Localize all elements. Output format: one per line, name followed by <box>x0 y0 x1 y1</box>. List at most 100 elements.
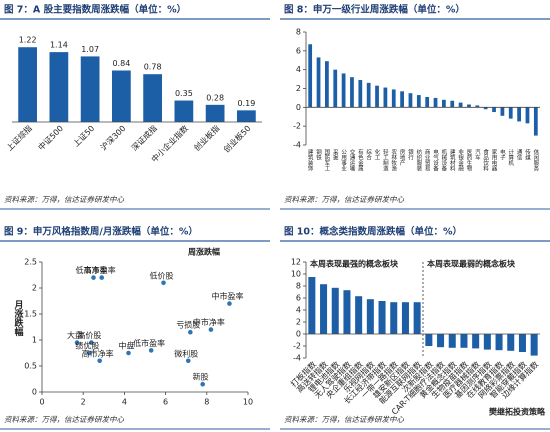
source-note: 资料来源：万得，信达证券研发中心 <box>4 415 124 424</box>
point-label: 低价股 <box>150 270 174 280</box>
annotation: 本周表现最强的概念板块 <box>309 259 399 269</box>
source-note: 资料来源：万得，信达证券研发中心 <box>284 415 404 424</box>
bar <box>320 284 328 334</box>
x-tick-label: 采掘 <box>332 148 339 162</box>
watermark: 樊继拓投资策略 <box>489 407 546 417</box>
x-tick-label: 家用电器 <box>491 148 498 173</box>
point <box>89 340 94 345</box>
bar <box>450 100 455 108</box>
bar <box>308 277 316 334</box>
y-tick-label: 4 <box>296 65 301 74</box>
bar <box>460 334 468 348</box>
bar <box>80 56 100 123</box>
y-tick-label: 1 <box>32 336 37 345</box>
bar <box>112 70 131 122</box>
bar <box>325 61 329 108</box>
value-label: 1.07 <box>81 45 99 54</box>
point <box>97 358 102 364</box>
point <box>148 348 154 353</box>
bar <box>18 47 37 122</box>
bar <box>530 334 538 356</box>
point <box>185 358 191 364</box>
bar <box>533 107 538 136</box>
bar <box>383 87 388 108</box>
point <box>74 340 80 345</box>
bar <box>437 334 445 348</box>
point-label: 高市盈率 <box>84 265 116 275</box>
point <box>87 350 92 356</box>
value-label: 0.35 <box>175 89 193 98</box>
point <box>188 329 193 335</box>
bar <box>333 69 338 108</box>
x-tick-label: 沪深300 <box>98 123 127 152</box>
bar <box>331 287 339 334</box>
x-tick-label: 建筑装饰 <box>307 148 314 173</box>
y-tick-label: 2 <box>32 284 37 293</box>
x-tick-label: 食品饮料 <box>482 148 489 173</box>
y-axis-title: 月涨跌幅 <box>13 300 25 337</box>
bar <box>425 96 430 108</box>
x-tick-label: 机械设备 <box>440 148 447 173</box>
source-note: 资料来源：万得，信达证券研发中心 <box>4 195 124 204</box>
value-label: 1.22 <box>19 36 37 45</box>
point-label: 绩优股 <box>75 341 99 351</box>
y-tick-label: 10 <box>291 270 301 279</box>
x-tick-label: 建筑材料 <box>449 148 456 173</box>
x-tick-label: 汽车 <box>474 148 481 162</box>
x-tick-label: 银行 <box>407 148 414 162</box>
y-tick-label: -4 <box>293 354 301 363</box>
x-tick-label: 钢铁 <box>315 148 322 162</box>
bar <box>425 334 433 346</box>
bar <box>442 99 446 108</box>
y-tick-label: -2 <box>293 122 301 131</box>
value-label: 0.78 <box>144 63 162 72</box>
bar <box>350 77 354 108</box>
bar <box>475 105 480 108</box>
point-label: 低市净率 <box>76 265 108 275</box>
bar <box>375 85 379 108</box>
bar <box>472 334 480 349</box>
bar <box>366 299 374 334</box>
bar <box>401 302 409 334</box>
chart-title: 图 7：A 股主要指数周涨跌幅（单位：%） <box>4 4 186 16</box>
x-tick-label: 电气设备 <box>432 148 439 173</box>
x-tick-label: 中证500 <box>36 123 65 152</box>
y-tick-label: 0 <box>32 388 37 397</box>
value-label: 1.14 <box>50 41 68 50</box>
bar <box>343 290 351 334</box>
x-tick-label: 6 <box>163 398 168 407</box>
bar <box>237 110 256 122</box>
bar <box>518 334 526 352</box>
y-tick-label: 1.5 <box>24 310 37 319</box>
bar <box>366 82 371 108</box>
point-label: 中市盈率 <box>211 291 243 301</box>
bar <box>458 102 463 108</box>
point-label: 高价股 <box>77 330 101 340</box>
bar <box>525 107 530 124</box>
x-tick-label: 休闲服务 <box>532 148 539 173</box>
x-tick-label: 纺织服装 <box>415 148 422 173</box>
x-tick-label: 8 <box>204 398 209 407</box>
x-tick-label: 创业板50 <box>221 123 252 154</box>
x-tick-label: 公用事业 <box>340 149 347 171</box>
bar <box>467 104 471 108</box>
point <box>91 275 96 280</box>
x-tick-label: 化工 <box>374 148 381 161</box>
bar <box>495 334 503 351</box>
x-axis-title: 周涨跌幅 <box>188 247 220 257</box>
bar <box>316 57 321 108</box>
x-tick-label: 2 <box>81 398 86 407</box>
bar <box>355 296 363 334</box>
y-tick-label: -4 <box>293 141 301 150</box>
x-tick-label: 农林牧渔 <box>390 148 397 173</box>
bar <box>49 52 69 122</box>
bar <box>500 107 505 116</box>
y-tick-label: 0.5 <box>24 362 37 371</box>
bar <box>483 107 488 110</box>
bar <box>507 334 515 351</box>
point-label: 微利股 <box>174 348 198 358</box>
bar <box>413 302 421 334</box>
bar <box>391 89 396 108</box>
y-tick-label: 8 <box>296 28 301 37</box>
